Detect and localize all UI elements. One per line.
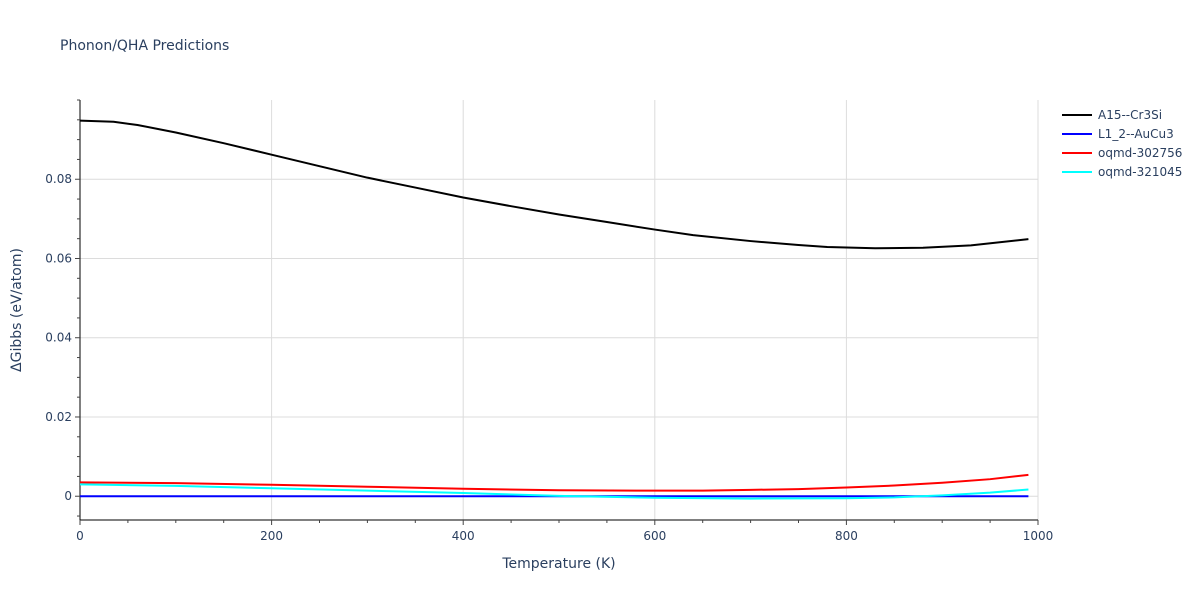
x-tick-label: 0 bbox=[76, 529, 84, 543]
series-line-A15--Cr3Si bbox=[79, 119, 1029, 250]
y-ticks: 0 0.02 0.04 0.06 0.08 bbox=[45, 99, 80, 517]
series-line-oqmd-321045 bbox=[79, 483, 1029, 500]
legend-label: oqmd-321045 bbox=[1098, 165, 1182, 179]
chart-title: Phonon/QHA Predictions bbox=[60, 38, 229, 54]
series-lines bbox=[79, 119, 1029, 500]
x-tick-label: 800 bbox=[835, 529, 858, 543]
axes bbox=[79, 100, 1038, 521]
series-line-oqmd-302756 bbox=[79, 473, 1029, 492]
x-tick-label: 200 bbox=[260, 529, 283, 543]
x-axis-title: Temperature (K) bbox=[501, 556, 615, 572]
x-tick-label: 400 bbox=[452, 529, 475, 543]
x-tick-label: 1000 bbox=[1023, 529, 1054, 543]
legend-label: A15--Cr3Si bbox=[1098, 108, 1162, 122]
y-tick-label: 0 bbox=[64, 489, 72, 503]
legend-label: L1_2--AuCu3 bbox=[1098, 127, 1174, 141]
y-tick-label: 0.04 bbox=[45, 331, 72, 345]
legend-label: oqmd-302756 bbox=[1098, 146, 1182, 160]
y-tick-label: 0.02 bbox=[45, 410, 72, 424]
y-axis-title: ΔGibbs (eV/atom) bbox=[9, 248, 25, 372]
grid bbox=[80, 100, 1039, 520]
y-tick-label: 0.08 bbox=[45, 172, 72, 186]
y-tick-label: 0.06 bbox=[45, 251, 72, 265]
legend: A15--Cr3Si L1_2--AuCu3 oqmd-302756 oqmd-321… bbox=[1062, 108, 1182, 179]
x-tick-label: 600 bbox=[643, 529, 666, 543]
x-ticks: 0 200 400 600 800 1000 bbox=[76, 520, 1053, 543]
